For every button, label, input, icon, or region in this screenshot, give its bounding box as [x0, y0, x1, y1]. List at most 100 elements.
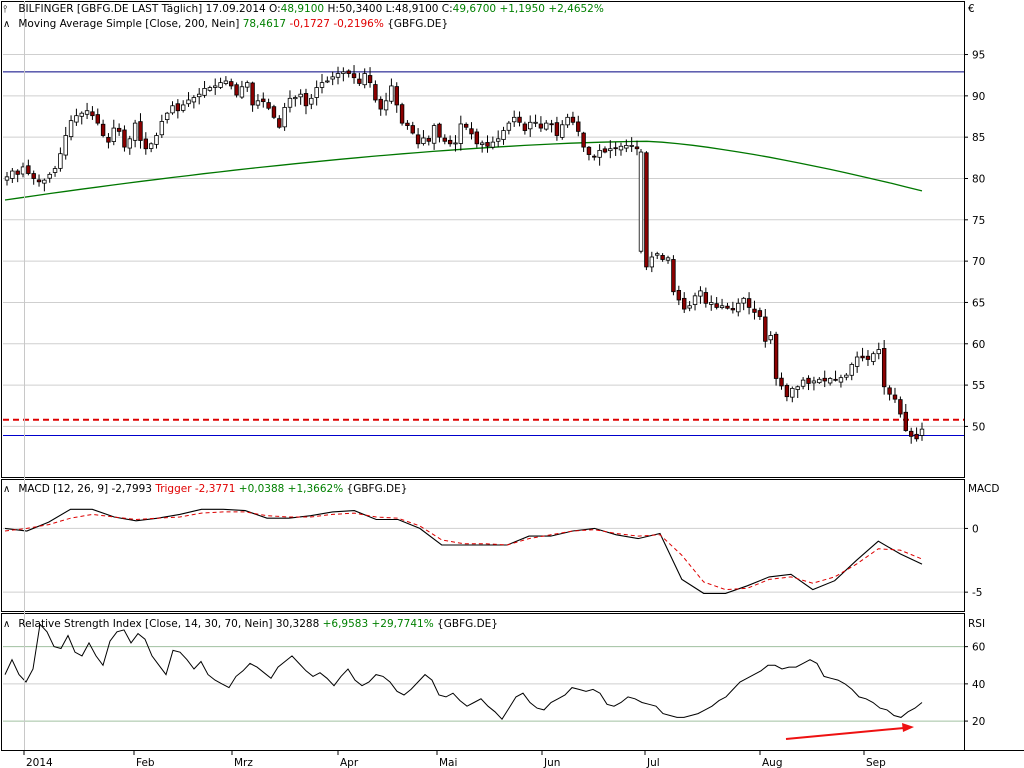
candle — [490, 136, 496, 150]
candle — [79, 111, 84, 125]
low-value: 48,9100 — [395, 3, 439, 15]
candle-body-down — [746, 298, 752, 308]
candle-body-up — [506, 122, 512, 131]
candle — [576, 115, 581, 137]
candle-body-down — [554, 122, 560, 136]
candle — [517, 111, 522, 127]
candle — [399, 102, 405, 126]
candle-body-down — [357, 78, 362, 84]
candle-body-up — [63, 135, 68, 156]
ma-change: -0,1727 — [289, 18, 330, 30]
candle-body-up — [528, 121, 533, 130]
candle — [469, 122, 474, 140]
candle — [426, 135, 431, 146]
candle — [629, 137, 634, 152]
candle — [245, 80, 250, 92]
candle — [42, 178, 47, 192]
candle-body-up — [618, 145, 624, 151]
candle-body-up — [421, 137, 426, 144]
candle — [597, 144, 602, 166]
candle-body-down — [106, 136, 111, 143]
rsi-symbol: {GBFG.DE} — [437, 618, 498, 630]
candle-body-up — [649, 256, 655, 268]
candle — [223, 76, 229, 86]
candle-body-down — [660, 255, 665, 260]
candle-body-up — [608, 148, 613, 152]
candle-body-up — [795, 386, 800, 390]
candle — [698, 286, 703, 304]
candle-body-down — [426, 137, 431, 142]
candle — [876, 342, 881, 360]
candle — [908, 427, 914, 444]
candle — [849, 362, 854, 381]
x-tick-label: Jun — [543, 757, 560, 768]
candle-body-down — [36, 179, 42, 183]
candle-body-up — [736, 302, 741, 313]
candle-body-down — [303, 93, 309, 107]
x-tick-label: Jul — [646, 757, 660, 768]
candle — [655, 251, 660, 260]
candle — [357, 72, 362, 86]
open-label: O: — [269, 3, 281, 15]
candle-body-up — [389, 85, 394, 102]
candle-body-down — [116, 127, 122, 132]
candle — [608, 140, 613, 159]
candle — [202, 80, 207, 98]
candle — [282, 102, 287, 131]
candle-body-up — [501, 130, 506, 140]
candle-body-up — [687, 305, 692, 309]
candle — [479, 140, 485, 153]
candle-body-down — [903, 411, 908, 431]
trigger-line — [4, 511, 923, 591]
candle — [164, 111, 170, 124]
candle — [197, 88, 202, 105]
candle-body-up — [293, 97, 298, 100]
candle-body-down — [806, 377, 811, 384]
candle-body-up — [84, 110, 90, 115]
candle-body-up — [191, 97, 197, 103]
candle — [389, 78, 394, 104]
candle — [100, 119, 106, 138]
candle — [833, 370, 838, 382]
candle — [533, 114, 538, 128]
candle-body-up — [154, 135, 159, 145]
candle — [554, 116, 560, 141]
candle — [47, 172, 52, 183]
candle — [822, 370, 827, 388]
candle — [143, 132, 149, 155]
candle — [68, 115, 74, 141]
candle-body-up — [709, 302, 714, 305]
candle — [234, 82, 239, 98]
candle — [522, 121, 528, 135]
candle — [261, 92, 266, 108]
candle — [763, 308, 768, 348]
candle-body-up — [768, 335, 773, 341]
candle-body-up — [597, 149, 602, 158]
candle-body-up — [844, 374, 849, 378]
candle-body-down — [779, 377, 784, 387]
candle-body-up — [811, 380, 817, 384]
price-tick-label: 60 — [972, 339, 985, 351]
price-change-pct: +2,4652% — [548, 3, 604, 15]
candle-body-up — [127, 138, 132, 149]
candle — [757, 307, 763, 320]
macd-symbol: {GBFG.DE} — [346, 483, 408, 495]
candle — [458, 115, 464, 151]
candle-body-up — [68, 120, 74, 138]
candle-body-down — [250, 82, 255, 106]
candle — [255, 94, 261, 109]
candle-body-up — [790, 387, 795, 398]
candle-body-down — [367, 75, 373, 84]
panel-frame — [1, 1, 965, 478]
candle-body-up — [148, 143, 154, 149]
candle-body-up — [565, 116, 570, 126]
candle — [122, 125, 127, 152]
candle — [898, 396, 903, 418]
candle-body-up — [164, 112, 170, 120]
candle — [325, 76, 330, 84]
candle-body-down — [763, 316, 768, 342]
candle — [892, 387, 898, 403]
x-tick-label: Aug — [762, 757, 783, 768]
candle-body-up — [282, 107, 287, 128]
candle — [887, 385, 892, 401]
